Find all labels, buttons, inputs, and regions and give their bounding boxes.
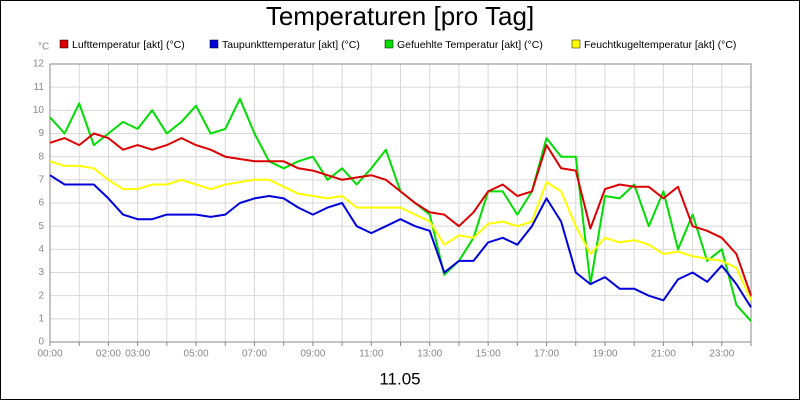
legend-label: Gefuehlte Temperatur [akt] (°C) — [397, 39, 543, 51]
y-tick-label: 4 — [38, 244, 44, 255]
chart-title: Temperaturen [pro Tag] — [266, 1, 534, 31]
y-tick-label: 0 — [38, 337, 44, 348]
x-tick-label: 17:00 — [534, 349, 559, 360]
x-tick-label: 13:00 — [417, 349, 442, 360]
legend-swatch — [384, 39, 394, 49]
x-tick-label: 21:00 — [651, 349, 676, 360]
x-axis-label: 11.05 — [379, 369, 420, 388]
y-tick-label: 7 — [38, 174, 44, 185]
y-tick-label: 6 — [38, 198, 44, 209]
legend-label: Taupunkttemperatur [akt] (°C) — [222, 39, 360, 51]
x-tick-label: 11:00 — [359, 349, 384, 360]
legend-swatch — [59, 39, 69, 49]
y-tick-label: 9 — [38, 128, 44, 139]
x-tick-label: 19:00 — [592, 349, 617, 360]
y-tick-label: 8 — [38, 151, 44, 162]
x-tick-label: 15:00 — [476, 349, 501, 360]
legend-swatch — [571, 39, 581, 49]
x-tick-label: 03:00 — [125, 349, 150, 360]
series-line — [49, 174, 752, 308]
y-tick-label: 5 — [38, 221, 44, 232]
series-line — [49, 160, 752, 301]
y-axis-label: °C — [38, 42, 49, 53]
x-tick-label: 07:00 — [242, 349, 267, 360]
legend-label: Lufttemperatur [akt] (°C) — [72, 39, 185, 51]
series-line — [49, 132, 752, 297]
y-tick-label: 1 — [38, 313, 44, 324]
plot-border — [49, 63, 752, 343]
y-tick-label: 11 — [34, 82, 45, 93]
x-tick-label: 05:00 — [184, 349, 209, 360]
x-tick-label: 09:00 — [300, 349, 325, 360]
legend-swatch — [209, 39, 219, 49]
y-tick-label: 10 — [33, 105, 45, 116]
y-tick-label: 12 — [33, 59, 45, 70]
x-tick-label: 23:00 — [709, 349, 734, 360]
y-tick-label: 3 — [38, 267, 44, 278]
legend-label: Feuchtkugeltemperatur [akt] (°C) — [584, 39, 736, 51]
x-tick-label: 02:00 — [96, 349, 121, 360]
y-tick-label: 2 — [38, 290, 44, 301]
x-tick-label: 00:00 — [37, 349, 62, 360]
